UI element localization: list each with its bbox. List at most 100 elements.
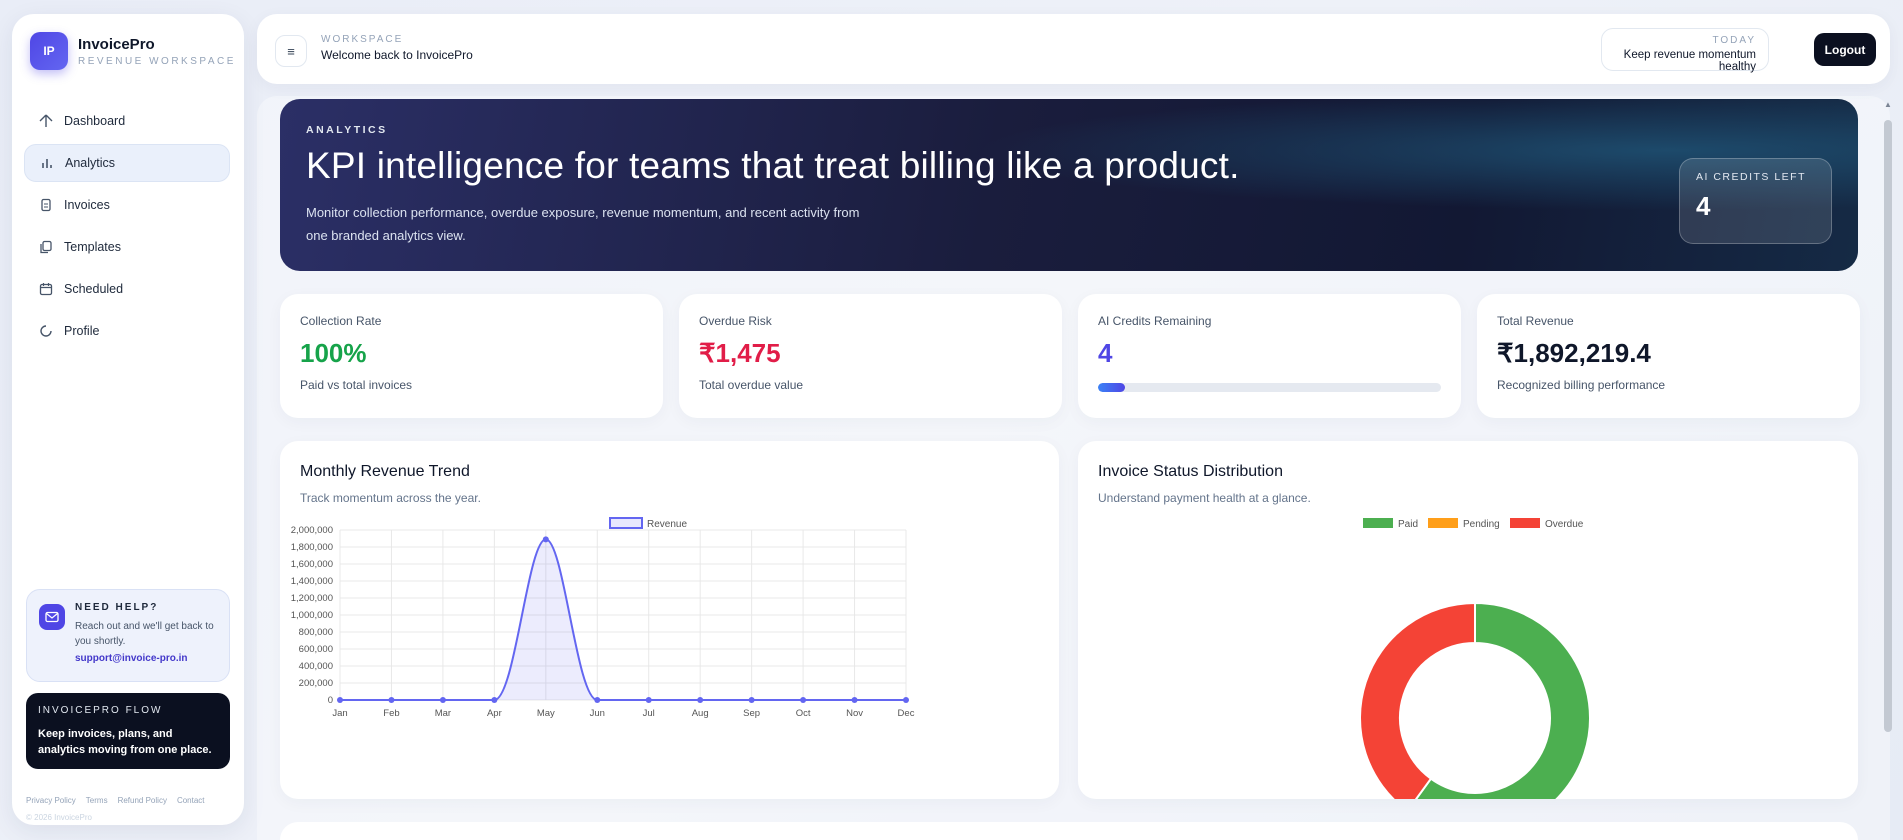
chart-title: Invoice Status Distribution [1098, 463, 1283, 480]
flow-text: Keep invoices, plans, and analytics movi… [38, 728, 212, 756]
x-tick-label: Aug [692, 708, 709, 719]
next-section-edge [280, 822, 1858, 840]
sidebar-item-label: Invoices [64, 198, 110, 212]
revenue-area-fill [340, 539, 906, 700]
credits-value: 4 [1696, 191, 1711, 221]
revenue-line [340, 538, 906, 701]
legend-swatch-paid [1363, 518, 1393, 528]
brand-name: InvoicePro [78, 35, 155, 53]
privacy-policy-link[interactable]: Privacy Policy [26, 796, 76, 805]
menu-icon: ≡ [287, 43, 295, 59]
y-tick-label: 0 [328, 695, 333, 706]
legend-label-pending: Pending [1463, 519, 1500, 530]
home-icon [38, 113, 54, 129]
today-box: TODAY Keep revenue momentum healthy [1601, 28, 1769, 73]
copyright: © 2026 InvoicePro [26, 813, 92, 822]
flow-card: INVOICEPRO FLOW Keep invoices, plans, an… [26, 693, 230, 769]
sidebar-item-label: Templates [64, 240, 121, 254]
y-tick-label: 2,000,000 [291, 525, 333, 536]
hero-eyebrow: ANALYTICS [306, 124, 388, 136]
sidebar-item-dashboard[interactable]: Dashboard [24, 102, 230, 140]
footer-links: Privacy Policy Terms Refund Policy Conta… [26, 796, 205, 805]
revenue-point [748, 697, 755, 703]
legend-label-overdue: Overdue [1545, 519, 1584, 530]
menu-toggle-button[interactable]: ≡ [275, 35, 307, 67]
y-tick-label: 1,000,000 [291, 610, 333, 621]
ai-credits-box: AI CREDITS LEFT 4 [1679, 158, 1832, 244]
revenue-point [388, 697, 395, 703]
refund-policy-link[interactable]: Refund Policy [117, 796, 167, 805]
contact-link[interactable]: Contact [176, 796, 205, 805]
logout-button[interactable]: Logout [1814, 33, 1876, 66]
today-label: TODAY [1712, 35, 1756, 46]
x-tick-label: Feb [383, 708, 399, 719]
legend-label-paid: Paid [1398, 519, 1418, 530]
x-tick-label: Dec [898, 708, 915, 719]
legend-swatch-revenue [609, 517, 643, 529]
status-doughnut-chart[interactable]: Paid Pending Overdue [1078, 441, 1858, 799]
revenue-point [542, 536, 549, 543]
sidebar-item-label: Scheduled [64, 282, 124, 296]
calendar-icon [38, 281, 54, 297]
legend-swatch-pending [1428, 518, 1458, 528]
credits-progress-fill [1098, 383, 1126, 392]
revenue-point [594, 697, 601, 703]
revenue-point [800, 697, 807, 703]
revenue-point [645, 697, 652, 703]
chart-title: Monthly Revenue Trend [300, 463, 470, 480]
revenue-line-chart[interactable]: Revenue 2,000,000 1,800,000 1,600,000 1,400,… [280, 441, 1059, 799]
kpi-label: Collection Rate [300, 314, 382, 328]
kpi-label: Total Revenue [1497, 314, 1574, 328]
y-tick-label: 400,000 [299, 661, 333, 672]
brand-logo: IP [30, 32, 68, 70]
status-distribution-card: Invoice Status Distribution Understand p… [1078, 441, 1858, 799]
kpi-subtext: Paid vs total invoices [300, 378, 413, 392]
x-tick-label: Oct [796, 708, 811, 719]
kpi-value: 4 [1098, 338, 1113, 368]
kpi-value: ₹1,892,219.4 [1497, 338, 1651, 368]
help-title: NEED HELP? [75, 602, 159, 613]
revenue-point [439, 697, 446, 703]
revenue-point [491, 697, 498, 703]
revenue-point [697, 697, 704, 703]
doughnut-slice-overdue [1359, 601, 1476, 799]
kpi-value: ₹1,475 [699, 338, 781, 368]
document-icon [38, 197, 54, 213]
brand[interactable]: IP InvoicePro REVENUE WORKSPACE [30, 32, 236, 70]
kpi-card-overdue-risk: Overdue Risk ₹1,475 Total overdue value [679, 294, 1062, 418]
legend-label-revenue: Revenue [647, 519, 687, 530]
credits-label: AI CREDITS LEFT [1696, 171, 1807, 183]
terms-link[interactable]: Terms [85, 796, 108, 805]
y-tick-label: 1,600,000 [291, 559, 333, 570]
scrollbar[interactable] [1884, 120, 1892, 732]
chart-legend: Revenue [609, 517, 687, 530]
brand-subtitle: REVENUE WORKSPACE [78, 55, 236, 67]
sidebar-item-scheduled[interactable]: Scheduled [24, 270, 230, 308]
sidebar-item-templates[interactable]: Templates [24, 228, 230, 266]
sidebar-item-invoices[interactable]: Invoices [24, 186, 230, 224]
credits-progress-bar [1098, 383, 1441, 392]
sidebar: IP InvoicePro REVENUE WORKSPACE Dashboar… [12, 14, 244, 825]
support-email-link[interactable]: support@invoice-pro.in [75, 653, 188, 664]
kpi-label: Overdue Risk [699, 314, 772, 328]
x-tick-label: Jul [643, 708, 655, 719]
workspace-label: WORKSPACE [321, 34, 404, 45]
kpi-card-collection-rate: Collection Rate 100% Paid vs total invoi… [280, 294, 663, 418]
sidebar-nav: Dashboard Analytics Invoices Templates S… [24, 102, 230, 354]
copy-icon [38, 239, 54, 255]
kpi-label: AI Credits Remaining [1098, 314, 1212, 328]
mail-icon [39, 604, 65, 630]
sidebar-item-analytics[interactable]: Analytics [24, 144, 230, 182]
kpi-subtext: Recognized billing performance [1497, 378, 1666, 392]
hero-description: Monitor collection performance, overdue … [306, 205, 860, 243]
scroll-up-icon[interactable]: ▲ [1884, 100, 1892, 109]
sidebar-item-profile[interactable]: Profile [24, 312, 230, 350]
sidebar-item-label: Profile [64, 324, 100, 338]
x-tick-label: Jan [332, 708, 347, 719]
help-card: NEED HELP? Reach out and we'll get back … [26, 589, 230, 682]
chart-legend: Paid Pending Overdue [1363, 518, 1584, 530]
y-tick-label: 200,000 [299, 678, 333, 689]
x-tick-label: Mar [435, 708, 451, 719]
profile-icon [38, 323, 54, 339]
top-header: ≡ WORKSPACE Welcome back to InvoicePro T… [257, 14, 1890, 84]
